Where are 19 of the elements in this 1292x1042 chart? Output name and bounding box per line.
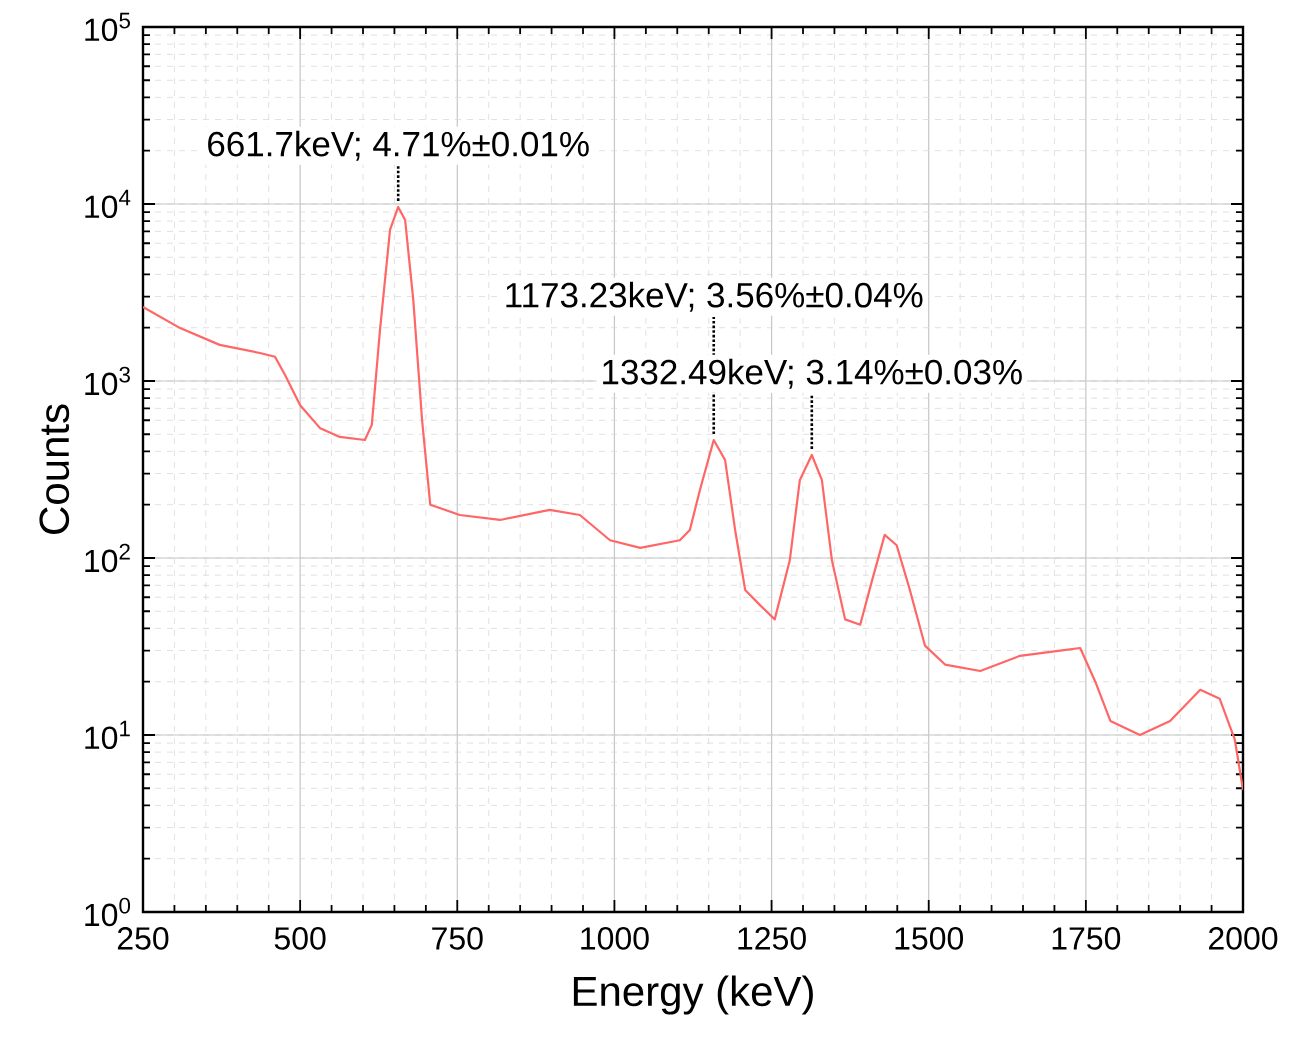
x-tick-label: 1250 [738, 927, 806, 950]
annotation: 1332.49keV; 3.14%±0.03% [603, 358, 1022, 389]
y-tick-label: 10$^{2}$ [85, 543, 130, 573]
x-axis-title: Energy (keV) [573, 975, 813, 1015]
y-tick-label: 10$^{0}$ [85, 897, 131, 927]
x-tick-label: 1500 [895, 927, 964, 950]
x-tick-label: 250 [117, 927, 169, 950]
x-tick-label: 1000 [581, 927, 649, 950]
annotation: 661.7keV; 4.71%±0.01% [208, 130, 589, 161]
y-axis-title: Counts [39, 404, 70, 534]
annotation: 1173.23keV; 3.56%±0.04% [506, 281, 923, 312]
y-tick-label: 10$^{4}$ [85, 189, 131, 219]
y-tick-label: 10$^{1}$ [85, 720, 130, 750]
x-tick-label: 750 [432, 927, 483, 950]
x-tick-label: 500 [274, 927, 326, 950]
x-tick-label: 2000 [1209, 927, 1278, 950]
y-tick-label: 10$^{5}$ [85, 12, 130, 42]
y-tick-label: 10$^{3}$ [85, 366, 130, 396]
x-tick-label: 1750 [1052, 927, 1121, 950]
